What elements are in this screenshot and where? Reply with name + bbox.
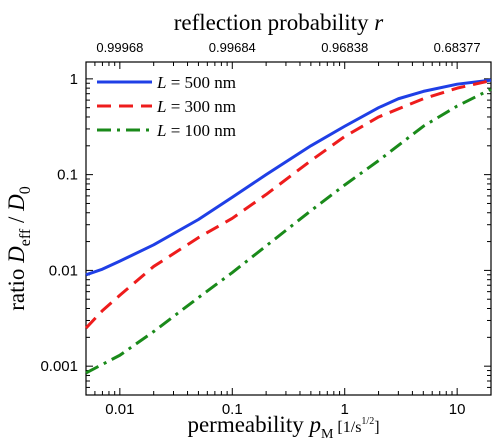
x-axis-title-symbol: p [307,412,321,437]
y-axis-title-sub1: eff [17,228,34,246]
x-axis-title-subscript: M [321,427,334,439]
top-tick-label: 0.96838 [321,40,368,55]
x-axis-title-unit: [1/s [337,419,361,436]
x-axis-title-unit-end: ] [374,419,379,436]
series-lines [84,78,492,375]
top-tick-label: 0.68377 [434,40,481,55]
x-tick-label: 1 [341,401,349,418]
legend-label-L300: L = 300 nm [156,97,236,116]
y-tick-label: 1 [70,71,78,88]
x-axis-title-unit-exp: 1/2 [361,416,374,427]
x-tick-labels: 0.01 0.1 1 10 [105,401,465,418]
tick-marks [85,62,492,396]
y-axis-title: ratio Deff / D0 [4,186,34,311]
x-axis-title-text: permeability [187,412,304,437]
x-tick-label: 10 [449,401,466,418]
legend-label-L500: L = 500 nm [156,73,236,92]
y-axis-title-sub2: 0 [17,186,34,194]
y-tick-labels: 0.001 0.01 0.1 1 [40,71,78,375]
top-axis-title: reflection probability r [174,10,385,35]
y-axis-title-symbol1: D [4,246,29,264]
legend-label-L100: L = 100 nm [156,121,236,140]
y-axis-title-slash: / [4,211,29,229]
top-tick-label: 0.99968 [96,40,143,55]
y-axis-title-symbol2: D [4,194,29,212]
plot-frame [85,61,492,396]
legend: L = 500 nm L = 300 nm L = 100 nm [97,73,236,140]
x-tick-label: 0.01 [105,401,134,418]
top-tick-label: 0.99684 [209,40,256,55]
x-axis-title: permeability pM [1/s1/2] [187,412,379,439]
top-axis-title-symbol: r [374,10,384,35]
top-tick-labels: 0.99968 0.99684 0.96838 0.68377 [96,40,480,55]
y-axis-title-prefix: ratio [4,269,29,311]
series-line-1 [84,79,492,330]
top-axis-title-text: reflection probability [174,10,369,35]
x-tick-label: 0.1 [222,401,243,418]
series-line-2 [85,87,492,375]
series-line-0 [85,78,492,277]
y-tick-label: 0.1 [57,167,78,184]
y-tick-label: 0.01 [49,262,78,279]
y-tick-label: 0.001 [40,358,78,375]
